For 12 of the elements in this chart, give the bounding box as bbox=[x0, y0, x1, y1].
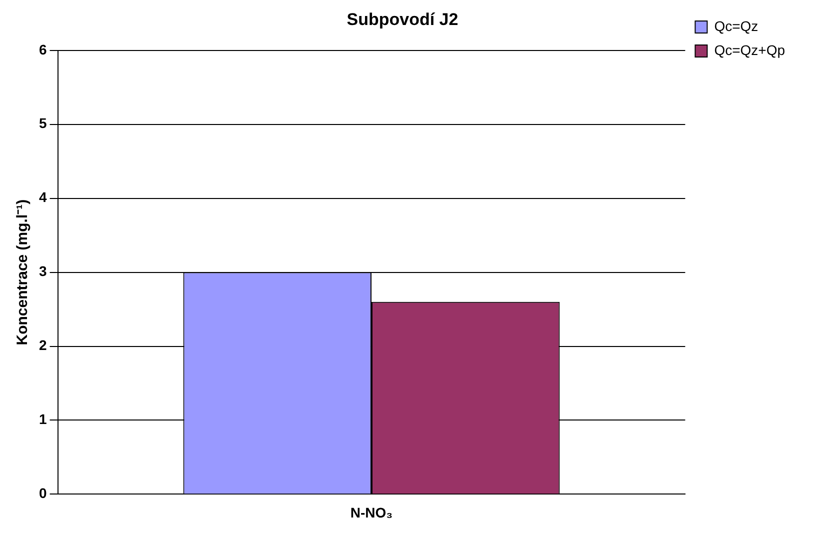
legend-label: Qc=Qz+Qp bbox=[714, 42, 786, 58]
y-tick-label: 1 bbox=[38, 411, 47, 428]
chart-title: Subpovodí J2 bbox=[346, 10, 458, 29]
x-tick-label: N-NO₃ bbox=[350, 504, 393, 520]
y-axis-title: Koncentrace (mg.l⁻¹) bbox=[14, 199, 32, 346]
legend-label: Qc=Qz bbox=[714, 18, 758, 34]
y-tick-label: 2 bbox=[38, 337, 47, 354]
y-tick-label: 6 bbox=[38, 41, 47, 58]
y-tick-label: 5 bbox=[38, 115, 47, 132]
y-tick-label: 3 bbox=[38, 263, 47, 280]
y-tick-label: 4 bbox=[38, 189, 47, 206]
y-tick-label: 0 bbox=[38, 485, 47, 502]
